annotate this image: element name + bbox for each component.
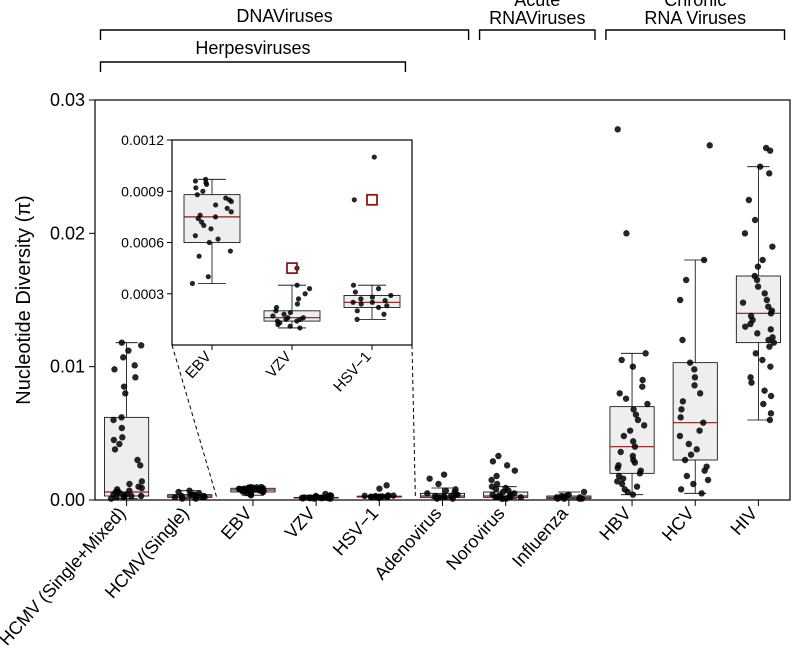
svg-text:Norovirus: Norovirus xyxy=(442,503,508,574)
svg-text:0.0012: 0.0012 xyxy=(121,132,164,148)
svg-text:VZV: VZV xyxy=(281,503,319,542)
svg-text:RNA Viruses: RNA Viruses xyxy=(644,8,746,28)
svg-text:Adenovirus: Adenovirus xyxy=(370,503,445,583)
svg-text:DNAViruses: DNAViruses xyxy=(236,6,332,26)
svg-text:EBV: EBV xyxy=(217,503,256,543)
svg-text:0.0003: 0.0003 xyxy=(121,286,164,302)
svg-text:RNAViruses: RNAViruses xyxy=(489,8,585,28)
svg-text:0.00: 0.00 xyxy=(50,490,85,510)
svg-text:0.0009: 0.0009 xyxy=(121,183,164,199)
svg-text:EBV: EBV xyxy=(182,348,215,382)
y-axis-label: Nucleotide Diversity (π) xyxy=(13,195,35,404)
svg-text:HCV: HCV xyxy=(658,503,698,545)
svg-text:0.01: 0.01 xyxy=(50,357,85,377)
svg-text:0.03: 0.03 xyxy=(50,90,85,110)
svg-text:HBV: HBV xyxy=(595,503,635,544)
svg-text:HSV−1: HSV−1 xyxy=(329,503,382,559)
svg-text:Influenza: Influenza xyxy=(508,503,572,571)
svg-text:HSV−1: HSV−1 xyxy=(330,348,375,395)
svg-text:0.0006: 0.0006 xyxy=(121,235,164,251)
nucleotide-diversity-chart: 0.00 0.01 0.02 0.03 Nucleotide Diversity (π)… xyxy=(0,0,805,645)
svg-text:Herpesviruses: Herpesviruses xyxy=(195,38,310,58)
svg-text:0.02: 0.02 xyxy=(50,223,85,243)
svg-text:VZV: VZV xyxy=(263,348,295,381)
svg-text:HCMV (Single+Mixed): HCMV (Single+Mixed) xyxy=(0,503,130,645)
svg-text:HIV: HIV xyxy=(726,503,761,539)
